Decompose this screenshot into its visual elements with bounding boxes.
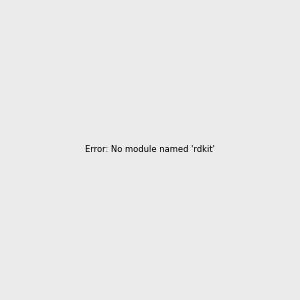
Text: Error: No module named 'rdkit': Error: No module named 'rdkit' [85, 146, 215, 154]
